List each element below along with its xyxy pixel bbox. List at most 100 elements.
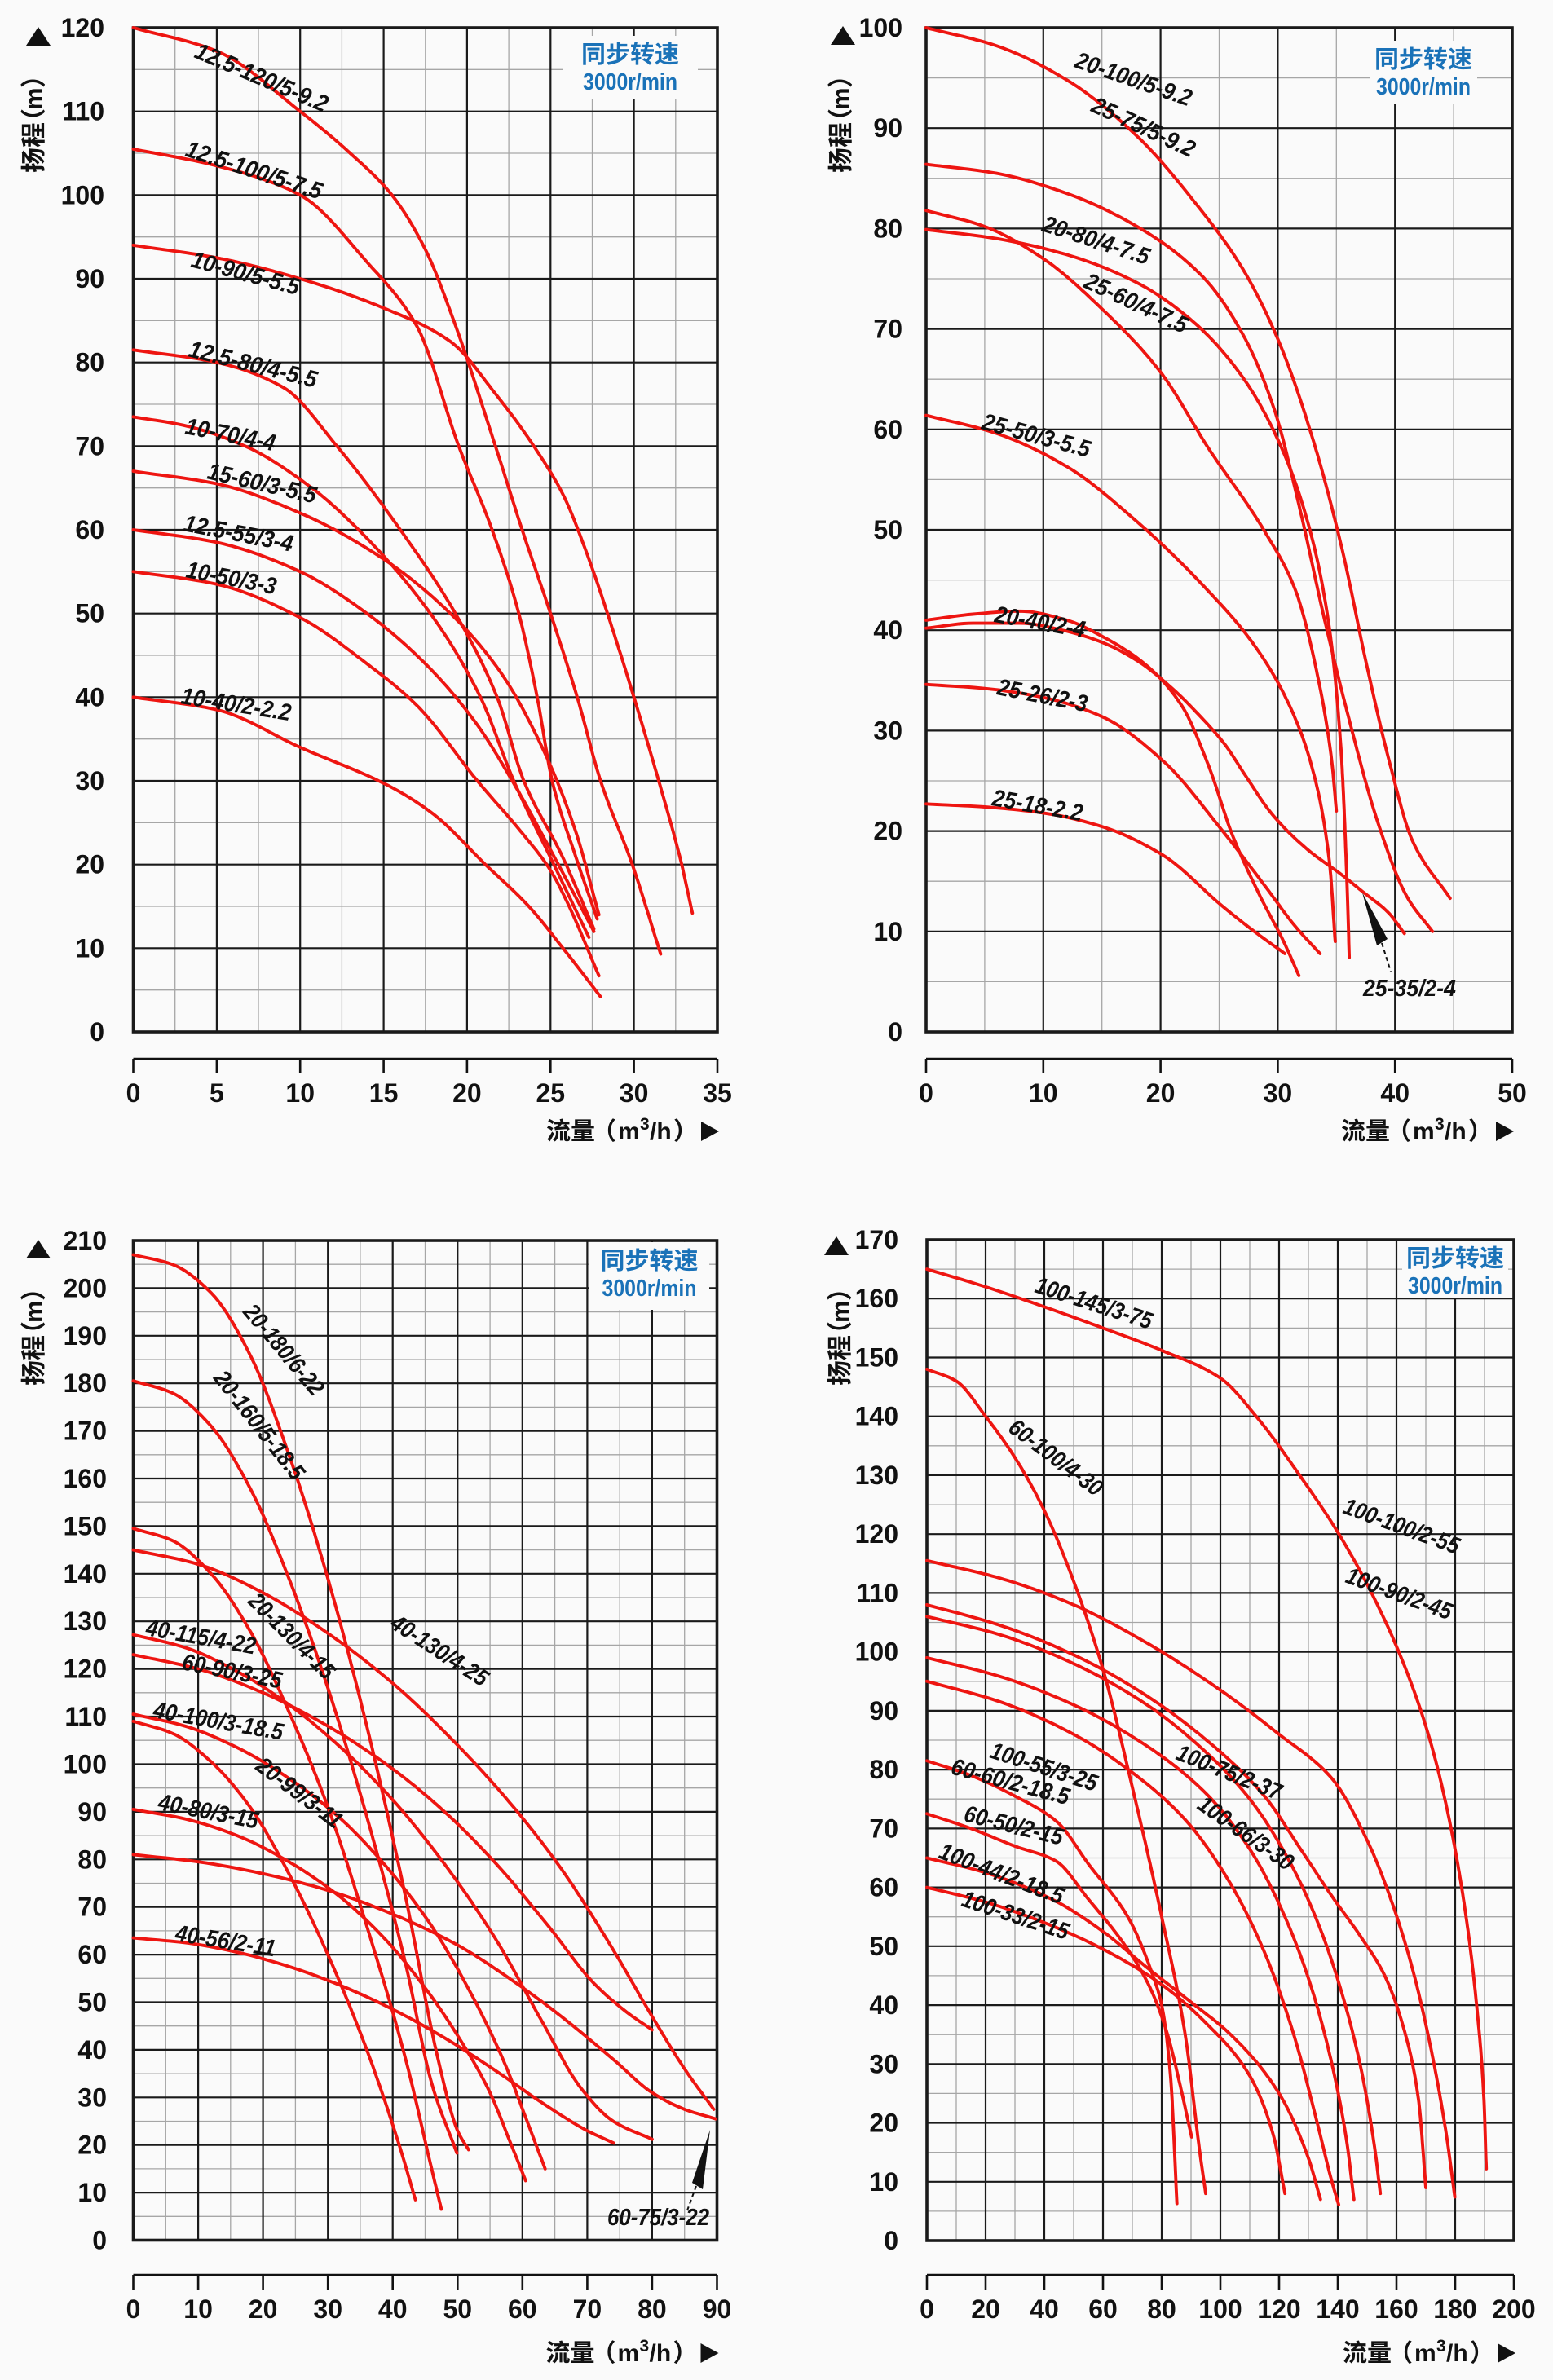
svg-text:90: 90: [869, 1696, 898, 1726]
svg-text:10: 10: [869, 2167, 898, 2197]
svg-text:160: 160: [1374, 2294, 1418, 2324]
svg-text:20: 20: [1146, 1078, 1176, 1108]
svg-text:200: 200: [64, 1273, 107, 1302]
svg-text:30: 30: [77, 2082, 107, 2112]
svg-text:140: 140: [1316, 2294, 1359, 2324]
svg-text:140: 140: [64, 1559, 107, 1589]
svg-text:80: 80: [873, 214, 902, 243]
svg-text:20: 20: [249, 2294, 278, 2324]
svg-text:50: 50: [443, 2294, 473, 2324]
svg-text:100: 100: [855, 1637, 898, 1667]
svg-text:m: m: [826, 1300, 854, 1323]
svg-text:m: m: [618, 2340, 640, 2367]
svg-text:10: 10: [873, 917, 902, 946]
svg-text:170: 170: [64, 1417, 107, 1446]
svg-text:50: 50: [1498, 1078, 1527, 1108]
svg-text:10: 10: [285, 1078, 315, 1108]
svg-text:20: 20: [75, 850, 104, 879]
svg-text:110: 110: [856, 1578, 898, 1607]
svg-text:50: 50: [77, 1988, 107, 2017]
svg-text:180: 180: [1433, 2294, 1476, 2324]
svg-text:60: 60: [869, 1873, 898, 1902]
svg-text:20: 20: [452, 1078, 482, 1108]
svg-text:70: 70: [873, 315, 902, 344]
svg-text:0: 0: [92, 2226, 107, 2255]
svg-text:100: 100: [64, 1750, 107, 1779]
svg-text:150: 150: [64, 1511, 107, 1540]
svg-text:80: 80: [1147, 2294, 1176, 2324]
svg-text:130: 130: [855, 1461, 898, 1490]
svg-text:110: 110: [62, 97, 104, 126]
svg-text:80: 80: [869, 1755, 898, 1784]
svg-text:m: m: [618, 1118, 640, 1145]
svg-text:m: m: [20, 1300, 48, 1323]
svg-text:110: 110: [64, 1702, 107, 1731]
svg-text:100: 100: [859, 13, 902, 42]
svg-text:50: 50: [869, 1932, 898, 1961]
svg-text:170: 170: [855, 1225, 898, 1254]
svg-text:20: 20: [971, 2294, 1000, 2324]
svg-text:30: 30: [873, 716, 902, 745]
svg-text:30: 30: [620, 1078, 649, 1108]
svg-text:0: 0: [919, 1078, 933, 1108]
svg-text:0: 0: [920, 2294, 934, 2324]
svg-text:160: 160: [855, 1284, 898, 1313]
svg-text:30: 30: [313, 2294, 342, 2324]
svg-text:/h: /h: [650, 1118, 672, 1145]
svg-text:90: 90: [873, 113, 902, 143]
svg-text:70: 70: [573, 2294, 602, 2324]
svg-text:m: m: [1413, 1118, 1435, 1145]
svg-text:50: 50: [873, 515, 902, 544]
svg-text:90: 90: [75, 264, 104, 293]
svg-text:35: 35: [703, 1078, 732, 1108]
svg-text:60-75/3-22: 60-75/3-22: [607, 2205, 709, 2231]
svg-text:0: 0: [884, 2226, 898, 2255]
svg-text:10: 10: [1029, 1078, 1058, 1108]
svg-text:100: 100: [61, 180, 104, 209]
svg-text:120: 120: [1257, 2294, 1300, 2324]
svg-text:50: 50: [75, 599, 104, 628]
svg-text:15: 15: [369, 1078, 399, 1108]
svg-text:m: m: [1414, 2340, 1436, 2367]
svg-text:90: 90: [77, 1797, 107, 1827]
svg-text:40: 40: [75, 682, 104, 712]
svg-text:0: 0: [126, 2294, 141, 2324]
svg-text:80: 80: [638, 2294, 667, 2324]
svg-text:60: 60: [75, 515, 104, 544]
svg-text:m: m: [20, 87, 48, 110]
svg-text:80: 80: [77, 1844, 107, 1874]
svg-text:20: 20: [873, 817, 902, 846]
svg-text:3000r/min: 3000r/min: [1408, 1273, 1502, 1299]
svg-text:25: 25: [536, 1078, 566, 1108]
svg-text:0: 0: [888, 1017, 902, 1047]
svg-text:120: 120: [855, 1519, 898, 1549]
svg-text:200: 200: [1492, 2294, 1535, 2324]
svg-text:30: 30: [869, 2049, 898, 2078]
svg-text:180: 180: [64, 1368, 107, 1398]
svg-text:10: 10: [75, 933, 104, 963]
svg-text:25-35/2-4: 25-35/2-4: [1362, 976, 1456, 1002]
svg-text:80: 80: [75, 348, 104, 377]
svg-text:3: 3: [640, 1115, 650, 1134]
svg-text:140: 140: [855, 1402, 898, 1431]
svg-text:/h: /h: [1445, 1118, 1467, 1145]
svg-text:m: m: [827, 87, 855, 110]
svg-text:120: 120: [64, 1655, 107, 1684]
svg-text:10: 10: [77, 2178, 107, 2207]
svg-text:40: 40: [1380, 1078, 1410, 1108]
svg-text:30: 30: [1264, 1078, 1293, 1108]
svg-text:3: 3: [1435, 1115, 1445, 1134]
svg-text:3: 3: [640, 2337, 650, 2356]
svg-text:60: 60: [1088, 2294, 1118, 2324]
svg-text:3000r/min: 3000r/min: [583, 69, 677, 95]
svg-text:5: 5: [210, 1078, 224, 1108]
svg-text:40: 40: [869, 1990, 898, 2020]
svg-text:3000r/min: 3000r/min: [602, 1276, 697, 1302]
svg-text:20: 20: [77, 2131, 107, 2160]
svg-text:130: 130: [64, 1606, 107, 1636]
svg-text:60: 60: [508, 2294, 537, 2324]
svg-text:40: 40: [378, 2294, 408, 2324]
svg-text:0: 0: [90, 1017, 104, 1047]
svg-text:40: 40: [1030, 2294, 1059, 2324]
svg-text:10: 10: [183, 2294, 213, 2324]
